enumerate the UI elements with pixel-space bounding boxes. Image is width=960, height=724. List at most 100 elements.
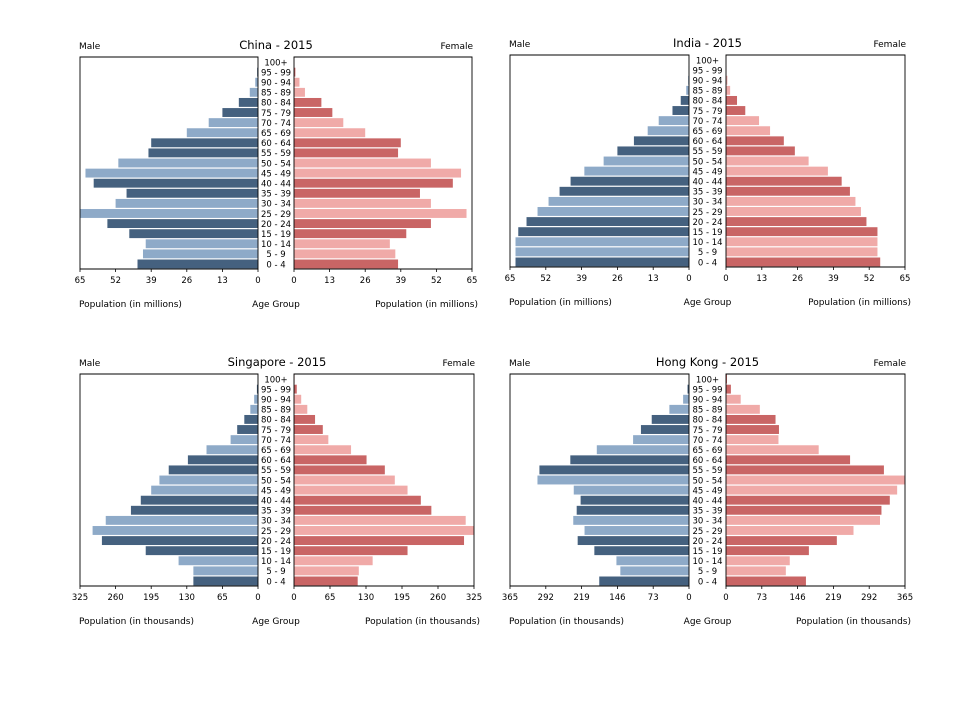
age-group-label: 45 - 49	[692, 486, 722, 496]
age-group-label: 50 - 54	[692, 476, 722, 486]
age-group-label: 75 - 79	[692, 107, 722, 117]
female-bar	[294, 566, 359, 575]
x-tick-label: 39	[828, 274, 839, 284]
age-group-label: 70 - 74	[261, 436, 291, 446]
age-group-label: 100+	[264, 58, 287, 68]
x-tick-label: 52	[864, 274, 875, 284]
female-bar	[726, 546, 809, 555]
female-bar	[294, 209, 467, 218]
male-bar	[244, 415, 258, 424]
female-bar	[726, 258, 880, 267]
female-bar	[294, 249, 395, 258]
female-bar	[294, 536, 464, 545]
age-group-label: 90 - 94	[692, 396, 722, 406]
x-tick-label: 73	[648, 593, 659, 603]
female-bar	[294, 179, 453, 188]
age-group-label: 80 - 84	[692, 97, 722, 107]
right-x-axis-label: Population (in millions)	[808, 298, 911, 308]
male-bar	[516, 237, 689, 246]
male-bar	[127, 189, 258, 198]
male-bar	[237, 425, 258, 434]
male-bar	[222, 108, 258, 117]
female-bar	[294, 435, 328, 444]
x-tick-label: 65	[900, 274, 911, 284]
age-group-label: 55 - 59	[261, 466, 291, 476]
female-bar	[294, 465, 385, 474]
male-bar	[620, 566, 689, 575]
male-bar	[93, 526, 258, 535]
male-bar	[599, 577, 689, 586]
male-bar	[143, 249, 258, 258]
male-bar	[151, 138, 258, 147]
center-axis-label: Age Group	[252, 300, 300, 310]
female-bar	[294, 189, 420, 198]
male-bar	[570, 455, 689, 464]
x-tick-label: 0	[255, 593, 260, 603]
male-bar	[659, 116, 689, 125]
male-bar	[116, 199, 258, 208]
age-group-label: 95 - 99	[261, 385, 291, 395]
male-bar	[94, 179, 258, 188]
male-bar	[516, 258, 689, 267]
age-group-label: 10 - 14	[692, 238, 722, 248]
age-group-label: 25 - 29	[261, 210, 291, 220]
x-tick-label: 130	[358, 593, 374, 603]
female-bar	[294, 486, 408, 495]
age-group-label: 5 - 9	[698, 567, 717, 577]
x-tick-label: 13	[648, 274, 659, 284]
age-group-label: 25 - 29	[261, 527, 291, 537]
age-group-label: 20 - 24	[692, 218, 722, 228]
female-bar	[726, 425, 779, 434]
x-tick-label: 146	[789, 593, 805, 603]
chart-title: Hong Kong - 2015	[656, 355, 759, 369]
male-bar	[578, 536, 689, 545]
male-bar	[633, 435, 689, 444]
age-group-label: 90 - 94	[261, 79, 291, 89]
female-bar	[294, 556, 373, 565]
age-group-label: 90 - 94	[692, 77, 722, 87]
chart-title: India - 2015	[673, 36, 742, 50]
age-group-label: 75 - 79	[692, 426, 722, 436]
male-bar	[193, 566, 258, 575]
x-tick-label: 0	[291, 276, 296, 286]
male-bar	[549, 197, 689, 206]
female-bar	[726, 136, 784, 145]
age-group-label: 100+	[264, 375, 287, 385]
male-bar	[538, 207, 689, 216]
female-bar	[726, 116, 759, 125]
age-group-label: 35 - 39	[261, 190, 291, 200]
age-group-label: 15 - 19	[261, 230, 291, 240]
x-tick-label: 325	[466, 593, 482, 603]
x-tick-label: 292	[861, 593, 877, 603]
age-group-label: 5 - 9	[266, 567, 285, 577]
female-bar	[726, 157, 809, 166]
age-group-label: 30 - 34	[261, 517, 291, 527]
age-group-label: 60 - 64	[692, 137, 722, 147]
female-bar	[294, 425, 323, 434]
male-bar	[683, 395, 689, 404]
x-tick-label: 365	[502, 593, 518, 603]
female-bar	[726, 126, 770, 135]
age-group-label: 35 - 39	[261, 507, 291, 517]
male-bar	[539, 465, 689, 474]
male-bar	[131, 506, 258, 515]
age-group-label: 25 - 29	[692, 527, 722, 537]
x-tick-label: 26	[181, 276, 192, 286]
x-tick-label: 65	[325, 593, 336, 603]
age-group-label: 20 - 24	[261, 537, 291, 547]
age-group-label: 65 - 69	[261, 129, 291, 139]
male-bar	[207, 445, 258, 454]
age-group-label: 55 - 59	[692, 147, 722, 157]
female-bar	[726, 536, 837, 545]
age-group-label: 55 - 59	[692, 466, 722, 476]
female-bar	[294, 445, 351, 454]
age-group-label: 45 - 49	[261, 169, 291, 179]
age-group-label: 85 - 89	[692, 406, 722, 416]
male-bar	[209, 118, 258, 127]
female-bar	[726, 556, 790, 565]
female-bar	[726, 167, 828, 176]
female-bar	[726, 395, 741, 404]
female-bar	[726, 476, 905, 485]
